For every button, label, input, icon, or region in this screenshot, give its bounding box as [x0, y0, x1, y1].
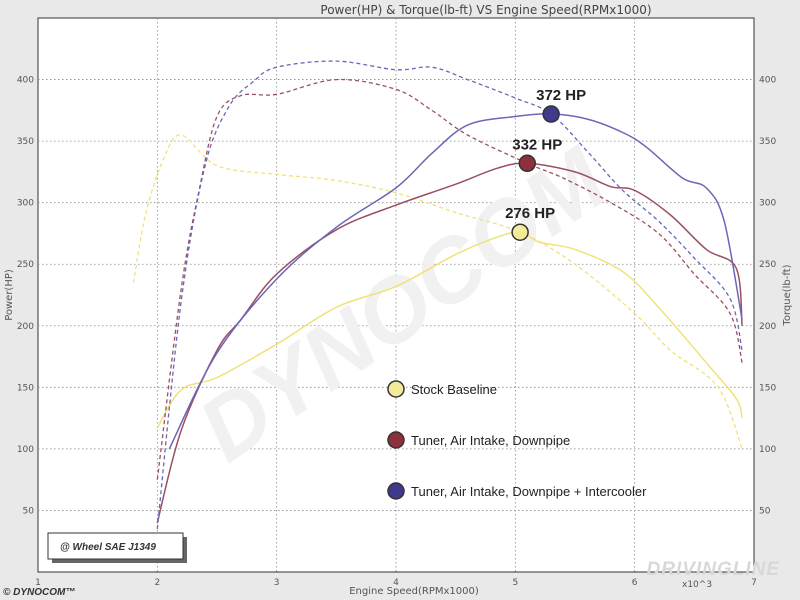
x-tick-label: 7: [751, 578, 757, 588]
y-tick-label-right: 400: [759, 76, 776, 86]
legend-label-series-2: Tuner, Air Intake, Downpipe: [411, 433, 570, 448]
legend-label-series-1: Stock Baseline: [411, 382, 497, 397]
x-tick-label: 1: [35, 578, 41, 588]
y-tick-label-left: 350: [17, 137, 34, 147]
y-tick-label-right: 100: [759, 445, 776, 455]
x-tick-label: 3: [274, 578, 280, 588]
sae-badge: @ Wheel SAE J1349: [47, 532, 187, 563]
power-line-series-1: [156, 231, 743, 429]
x-tick-label: 2: [154, 578, 160, 588]
axis-ticks: 1 2 3 4 5 6 7 50 50 100 100 150 150 200 200 250 250 300 30…: [17, 76, 777, 588]
peak-label-series-1: 276 HP: [505, 205, 555, 222]
dynocom-logo: © DYNOCOM™: [3, 587, 75, 598]
y-tick-label-left: 400: [17, 76, 34, 86]
y-tick-label-left: 50: [23, 506, 35, 516]
x-tick-label: 5: [512, 578, 518, 588]
legend-marker-series-3: [387, 482, 405, 500]
y-tick-label-left: 150: [17, 383, 34, 393]
y-axis-label-right: Torque(lb-ft): [782, 264, 793, 326]
series-lines: 276 HP 332 HP 372 HP: [132, 60, 743, 529]
torque-line-series-2: [156, 78, 743, 480]
y-tick-label-right: 200: [759, 322, 776, 332]
y-tick-label-right: 50: [759, 506, 771, 516]
y-tick-label-right: 350: [759, 137, 776, 147]
power-line-series-2: [156, 162, 743, 523]
chart-title: Power(HP) & Torque(lb-ft) VS Engine Spee…: [320, 3, 651, 17]
y-tick-label-left: 250: [17, 260, 34, 270]
peak-label-series-2: 332 HP: [512, 136, 562, 153]
peak-marker-series-2: [518, 154, 537, 173]
legend-label-series-3: Tuner, Air Intake, Downpipe + Intercoole…: [411, 484, 647, 499]
x-tick-label: 6: [632, 578, 638, 588]
y-axis-label-left: Power(HP): [4, 269, 15, 321]
x-axis-multiplier: x10^3: [682, 580, 712, 590]
y-tick-label-right: 150: [759, 383, 776, 393]
grid-lines: [38, 18, 754, 572]
legend-marker-series-2: [387, 431, 405, 449]
y-tick-label-left: 300: [17, 199, 34, 209]
peak-marker-series-1: [511, 223, 529, 241]
drivingline-credit: DRIVINGLINE: [647, 559, 781, 580]
sae-badge-text: @ Wheel SAE J1349: [60, 542, 156, 553]
x-axis-label: Engine Speed(RPMx1000): [349, 586, 479, 597]
y-tick-label-left: 200: [17, 322, 34, 332]
x-tick-label: 4: [393, 578, 399, 588]
y-tick-label-right: 250: [759, 260, 776, 270]
legend: Stock Baseline Tuner, Air Intake, Downpip…: [387, 380, 647, 500]
peak-marker-series-3: [542, 105, 560, 123]
power-line-series-3: [168, 113, 743, 450]
torque-line-series-1: [132, 134, 743, 450]
legend-marker-series-1: [387, 380, 405, 398]
y-tick-label-left: 100: [17, 445, 34, 455]
peak-label-series-3: 372 HP: [536, 87, 586, 104]
y-tick-label-right: 300: [759, 199, 776, 209]
